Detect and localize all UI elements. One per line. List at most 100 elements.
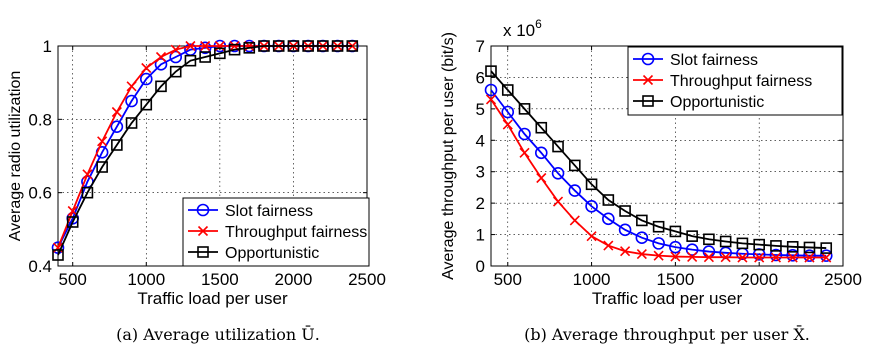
data-point (670, 251, 681, 262)
data-point (585, 199, 598, 213)
data-point (154, 58, 168, 71)
figure-caption: (a) Average utilization Ū. (116, 324, 320, 344)
x-tick-label: 1500 (201, 270, 239, 289)
legend-marker (197, 246, 209, 258)
legend-item: Opportunistic (188, 245, 319, 262)
data-point (720, 252, 731, 263)
exponent-power: 6 (535, 17, 542, 31)
x-tick-label: 500 (59, 270, 87, 289)
data-point (200, 40, 211, 52)
x-tick-label: 1000 (573, 270, 611, 289)
data-point (687, 251, 698, 262)
y-tick-label: 4 (476, 131, 485, 150)
data-point (82, 169, 93, 180)
data-point (287, 40, 300, 52)
legend-marker (642, 74, 654, 86)
data-point (81, 186, 94, 199)
legend-box (627, 46, 843, 116)
data-point (736, 237, 749, 250)
legend-marker (196, 203, 210, 217)
data-point (66, 216, 79, 228)
y-tick-label: 0 (476, 257, 485, 276)
data-point (169, 65, 182, 78)
y-tick-label: 0.8 (28, 110, 52, 129)
y-tick-label: 0.6 (28, 184, 52, 203)
data-point (620, 246, 631, 257)
data-point (803, 249, 816, 262)
data-point (652, 237, 665, 250)
data-point (243, 42, 256, 54)
x-tick-label: 2000 (275, 270, 313, 289)
data-point (534, 146, 548, 160)
legend-marker (641, 52, 655, 66)
data-point (111, 139, 123, 151)
exponent-base: x 10 (503, 21, 535, 40)
data-point (754, 252, 765, 263)
data-point (185, 40, 196, 52)
series-square (52, 40, 359, 261)
data-point (155, 51, 167, 63)
series-x (485, 94, 832, 263)
data-point (317, 40, 329, 52)
data-point (602, 212, 615, 226)
data-point (502, 119, 513, 130)
data-point (703, 233, 715, 246)
data-point (685, 243, 699, 256)
data-point (155, 80, 167, 93)
data-point (139, 72, 153, 86)
legend-item: Slot fairness (188, 203, 313, 220)
data-point (770, 252, 782, 263)
data-point (96, 161, 108, 173)
data-point (552, 196, 564, 207)
data-point (484, 83, 498, 97)
data-point (586, 231, 597, 242)
data-point (302, 40, 314, 52)
legend-marker (197, 225, 209, 237)
data-point (602, 194, 615, 206)
data-point (258, 40, 270, 52)
y-axis-label: Average throughput per user (bit/s) (440, 32, 457, 280)
data-point (585, 178, 598, 191)
legend-label: Opportunistic (225, 245, 319, 262)
data-point (125, 94, 138, 108)
data-point (535, 121, 548, 134)
x-tick-label: 1500 (656, 270, 694, 289)
data-point (110, 120, 124, 133)
data-point (636, 214, 648, 227)
x-tick-label: 2000 (740, 270, 778, 289)
y-tick-label: 1 (43, 37, 52, 56)
data-point (169, 50, 183, 64)
data-point (518, 127, 531, 141)
data-point (669, 225, 682, 238)
data-point (686, 230, 698, 242)
data-point (198, 41, 212, 55)
y-tick-label: 6 (476, 68, 485, 87)
data-point (804, 252, 815, 263)
data-point (652, 220, 665, 233)
x-tick-label: 1000 (127, 270, 165, 289)
data-point (199, 51, 211, 63)
data-point (347, 40, 358, 52)
data-point (753, 238, 765, 251)
data-point (603, 240, 614, 251)
data-point (821, 252, 832, 263)
legend: Slot fairness Throughput fairness Opportun… (627, 46, 843, 116)
data-point (67, 205, 78, 217)
data-point (769, 248, 783, 262)
legend-item: Throughput fairness (188, 224, 367, 241)
legend-label: Slot fairness (670, 52, 758, 69)
data-point (551, 166, 565, 180)
y-tick-label: 3 (476, 163, 485, 182)
data-point (635, 231, 649, 245)
data-point (618, 223, 632, 237)
x-axis-label: Traffic load per user (592, 289, 743, 308)
data-point (803, 241, 816, 254)
data-point (214, 47, 226, 60)
data-point (552, 140, 564, 153)
data-point (485, 65, 497, 77)
data-point (228, 43, 241, 56)
y-axis-label: Average radio utilization (7, 71, 24, 241)
x-tick-label: 2500 (348, 270, 386, 289)
data-point (786, 249, 800, 262)
